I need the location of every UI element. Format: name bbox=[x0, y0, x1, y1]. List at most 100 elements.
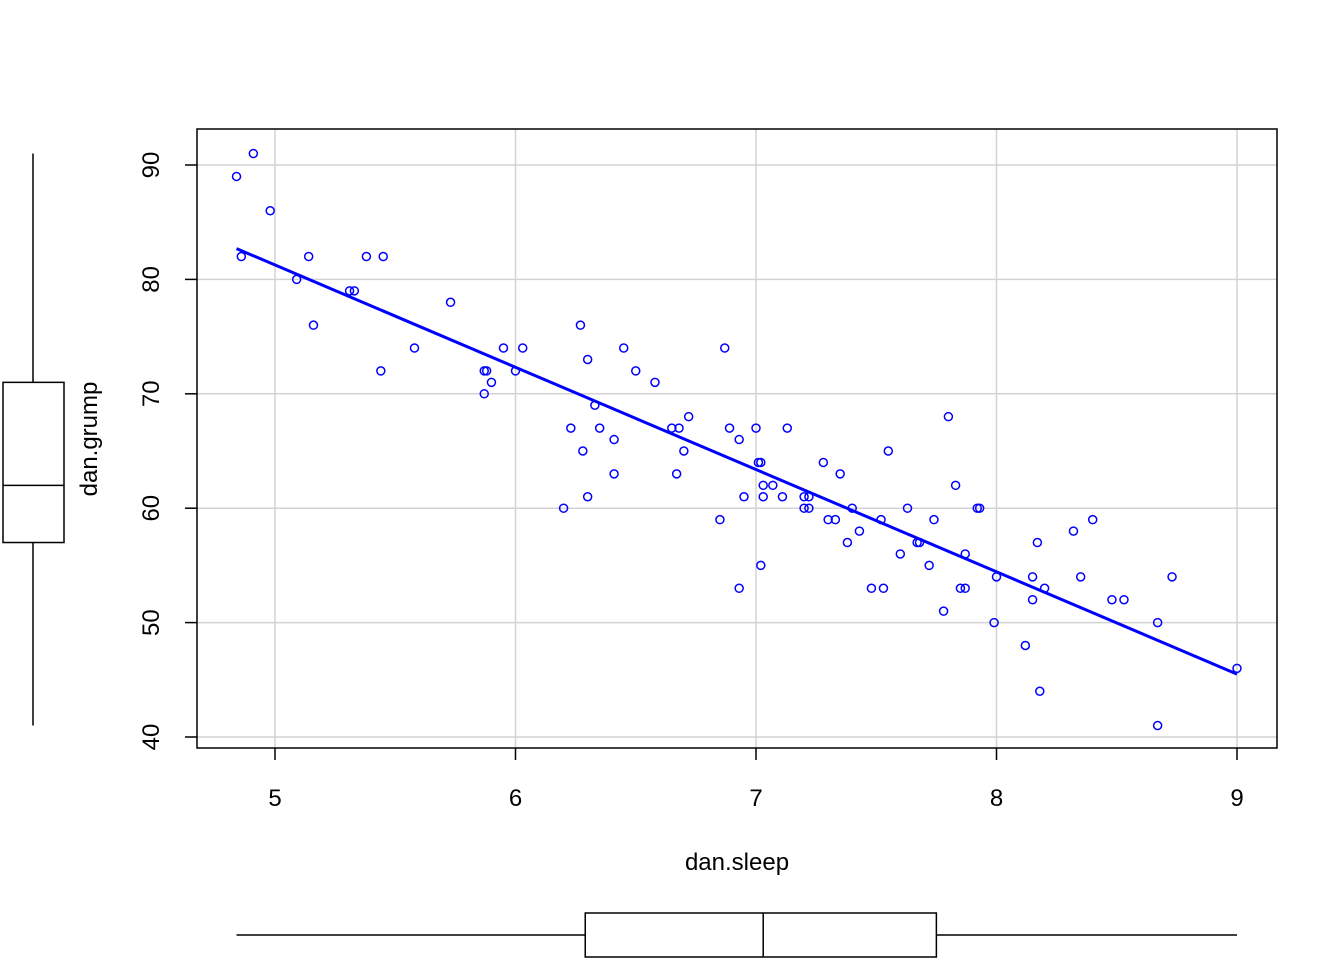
data-point bbox=[308, 320, 319, 330]
data-point bbox=[960, 583, 970, 594]
data-point bbox=[734, 583, 744, 594]
regression-line bbox=[235, 247, 1238, 676]
data-point bbox=[1119, 594, 1129, 605]
data-point bbox=[1152, 617, 1163, 628]
y-axis-label: dan.grump bbox=[76, 382, 103, 497]
y-tick-label: 40 bbox=[138, 724, 165, 751]
points bbox=[231, 148, 1242, 731]
x-tick-label: 5 bbox=[268, 785, 281, 812]
data-point bbox=[683, 411, 694, 422]
data-point bbox=[582, 492, 593, 502]
data-point bbox=[248, 148, 259, 159]
data-point bbox=[618, 343, 629, 353]
y-tick-label: 90 bbox=[138, 152, 165, 179]
data-point bbox=[679, 446, 689, 456]
data-point bbox=[830, 514, 841, 525]
data-point bbox=[376, 366, 386, 376]
data-point bbox=[575, 320, 586, 330]
data-point bbox=[955, 583, 966, 594]
data-point bbox=[578, 446, 588, 456]
data-point bbox=[924, 560, 934, 571]
data-point bbox=[950, 480, 961, 491]
x-tick-label: 8 bbox=[990, 785, 1003, 812]
x-boxplot-box bbox=[584, 912, 938, 958]
data-point bbox=[902, 503, 913, 513]
data-point bbox=[1152, 720, 1163, 731]
data-point bbox=[1167, 572, 1177, 582]
data-point bbox=[650, 377, 660, 388]
x-axis-label: dan.sleep bbox=[685, 849, 789, 876]
data-point bbox=[974, 503, 985, 513]
regression-line-segment bbox=[235, 247, 1238, 676]
data-point bbox=[1232, 663, 1242, 674]
data-point bbox=[758, 480, 768, 491]
data-point bbox=[724, 423, 735, 433]
data-point bbox=[823, 514, 833, 525]
data-point bbox=[481, 366, 492, 376]
data-point bbox=[265, 206, 275, 216]
data-point bbox=[409, 343, 420, 353]
data-point bbox=[231, 171, 242, 182]
data-point bbox=[486, 377, 497, 388]
data-point bbox=[1075, 572, 1086, 582]
data-point bbox=[361, 251, 372, 262]
data-point bbox=[344, 286, 355, 296]
y-boxplot-box bbox=[2, 381, 65, 544]
data-point bbox=[782, 423, 793, 433]
data-point bbox=[734, 434, 744, 445]
data-point bbox=[303, 251, 314, 262]
data-point bbox=[349, 286, 360, 296]
data-point bbox=[236, 251, 247, 262]
grid bbox=[197, 129, 1277, 748]
data-point bbox=[768, 480, 778, 491]
data-point bbox=[938, 606, 949, 616]
data-point bbox=[842, 537, 853, 548]
data-point bbox=[895, 549, 906, 559]
data-point bbox=[878, 583, 889, 594]
data-point bbox=[715, 514, 725, 525]
data-point bbox=[378, 251, 388, 262]
data-point bbox=[719, 343, 730, 353]
data-point bbox=[479, 389, 489, 399]
data-point bbox=[558, 503, 569, 513]
data-point bbox=[1068, 526, 1079, 536]
data-point bbox=[804, 503, 814, 513]
x-tick-label: 6 bbox=[509, 785, 522, 812]
axes: 5 6 7 8 9 40 50 60 70 80 90 bbox=[138, 152, 1244, 812]
data-point bbox=[929, 514, 939, 525]
data-point bbox=[751, 423, 761, 433]
data-point bbox=[671, 469, 682, 479]
x-tick-label: 9 bbox=[1230, 785, 1243, 812]
y-tick-label: 50 bbox=[138, 609, 165, 636]
data-point bbox=[1032, 537, 1043, 548]
data-point bbox=[445, 297, 456, 308]
data-point bbox=[799, 492, 809, 502]
y-tick-label: 80 bbox=[138, 266, 165, 293]
data-point bbox=[1020, 640, 1031, 651]
data-point bbox=[866, 583, 877, 594]
data-point bbox=[498, 343, 509, 353]
data-point bbox=[943, 411, 954, 422]
data-point bbox=[594, 423, 605, 433]
data-point bbox=[609, 469, 619, 479]
y-tick-label: 60 bbox=[138, 495, 165, 522]
plot-frame bbox=[196, 128, 1278, 749]
data-point bbox=[835, 469, 845, 479]
data-point bbox=[799, 503, 809, 513]
data-point bbox=[739, 492, 749, 502]
data-point bbox=[631, 366, 641, 376]
data-point bbox=[989, 617, 999, 628]
data-point bbox=[883, 446, 894, 456]
data-point bbox=[758, 492, 768, 502]
data-point bbox=[1027, 594, 1038, 605]
data-point bbox=[777, 492, 788, 502]
data-point bbox=[818, 457, 829, 468]
data-point bbox=[756, 560, 766, 571]
data-point bbox=[756, 457, 766, 468]
data-point bbox=[582, 354, 593, 365]
data-point bbox=[1027, 572, 1038, 582]
data-point bbox=[1087, 514, 1098, 525]
data-point bbox=[1107, 594, 1117, 605]
data-point bbox=[517, 343, 528, 353]
